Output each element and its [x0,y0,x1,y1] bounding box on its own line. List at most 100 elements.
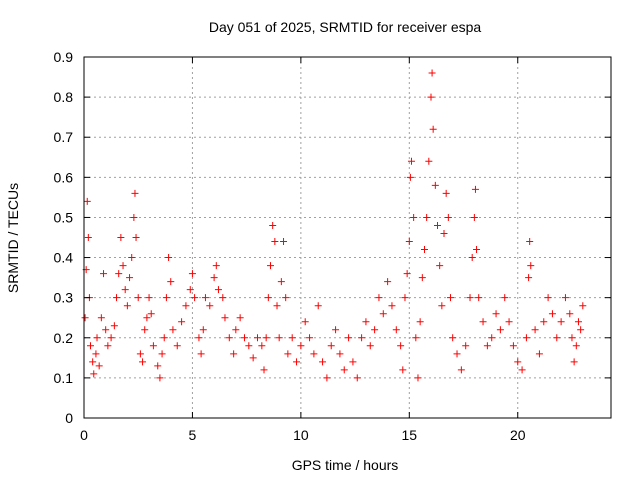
data-point [160,334,168,342]
data-point [431,181,439,189]
x-tick-label: 15 [402,427,418,443]
data-point [420,246,428,254]
data-point [407,157,415,165]
data-point [429,125,437,133]
data-point [102,326,110,334]
y-tick-label: 0.3 [54,290,74,306]
data-point [353,374,361,382]
y-tick-label: 0.6 [54,169,74,185]
grid-lines [84,57,611,418]
data-point [280,238,288,246]
data-point [457,366,465,374]
data-point [418,274,426,282]
data-point [131,189,139,197]
data-point [195,334,203,342]
data-point [496,326,504,334]
data-point [260,366,268,374]
data-point [479,318,487,326]
x-tick-label: 0 [80,427,88,443]
data-point [449,334,457,342]
x-axis-label: GPS time / hours [292,457,399,473]
data-point [410,213,418,221]
data-point [414,374,422,382]
data-point [119,262,127,270]
data-point [236,314,244,322]
data-point [535,350,543,358]
data-point [475,294,483,302]
data-point [89,358,97,366]
data-point [197,350,205,358]
data-point [462,342,470,350]
data-point [468,254,476,262]
data-point [412,334,420,342]
y-tick-label: 0.1 [54,370,74,386]
data-point [572,342,580,350]
y-axis-label: SRMTID / TECUs [5,183,21,293]
data-point [130,213,138,221]
axis-ticks: 0 0.1 0.2 0.3 0.4 0.5 0.6 0.7 0.8 0.9 0 5 10 15 20 [54,49,611,443]
data-point [141,326,149,334]
data-point [293,358,301,366]
data-point [262,334,270,342]
y-tick-label: 0.9 [54,49,74,65]
data-point [514,358,522,366]
data-point [379,310,387,318]
data-point [83,197,91,205]
data-point [336,350,344,358]
data-point [271,238,279,246]
data-point [221,314,229,322]
data-point [574,318,582,326]
data-point [110,322,118,330]
data-point [427,93,435,101]
data-point [392,326,400,334]
data-point [201,294,209,302]
data-point [531,326,539,334]
data-point [375,294,383,302]
y-tick-label: 0.2 [54,330,74,346]
data-point [232,326,240,334]
data-point [240,334,248,342]
data-point [544,294,552,302]
data-point [362,318,370,326]
data-point [136,350,144,358]
y-tick-label: 0.8 [54,89,74,105]
data-point [297,342,305,350]
data-point [438,302,446,310]
data-point [483,342,491,350]
data-point [104,342,112,350]
data-point [165,254,173,262]
data-point [428,69,436,77]
data-point [306,334,314,342]
data-point [199,326,207,334]
y-tick-label: 0.5 [54,209,74,225]
data-point [282,294,290,302]
data-point [345,334,353,342]
data-point [92,350,100,358]
data-point [366,342,374,350]
data-point [186,286,194,294]
data-point [525,274,533,282]
data-point [123,302,131,310]
data-point [314,302,322,310]
data-point [444,213,452,221]
data-point [447,294,455,302]
data-point [191,294,199,302]
data-point [492,310,500,318]
data-point [264,294,272,302]
data-point [570,358,578,366]
data-point [579,302,587,310]
data-point [561,294,569,302]
data-point [258,342,266,350]
data-point [540,318,548,326]
data-point [81,314,89,322]
data-point [388,302,396,310]
data-point [225,334,233,342]
data-point [466,294,474,302]
data-point [406,173,414,181]
data-point [107,334,115,342]
data-point [501,294,509,302]
data-point [518,366,526,374]
data-point [267,262,275,270]
data-point [178,318,186,326]
